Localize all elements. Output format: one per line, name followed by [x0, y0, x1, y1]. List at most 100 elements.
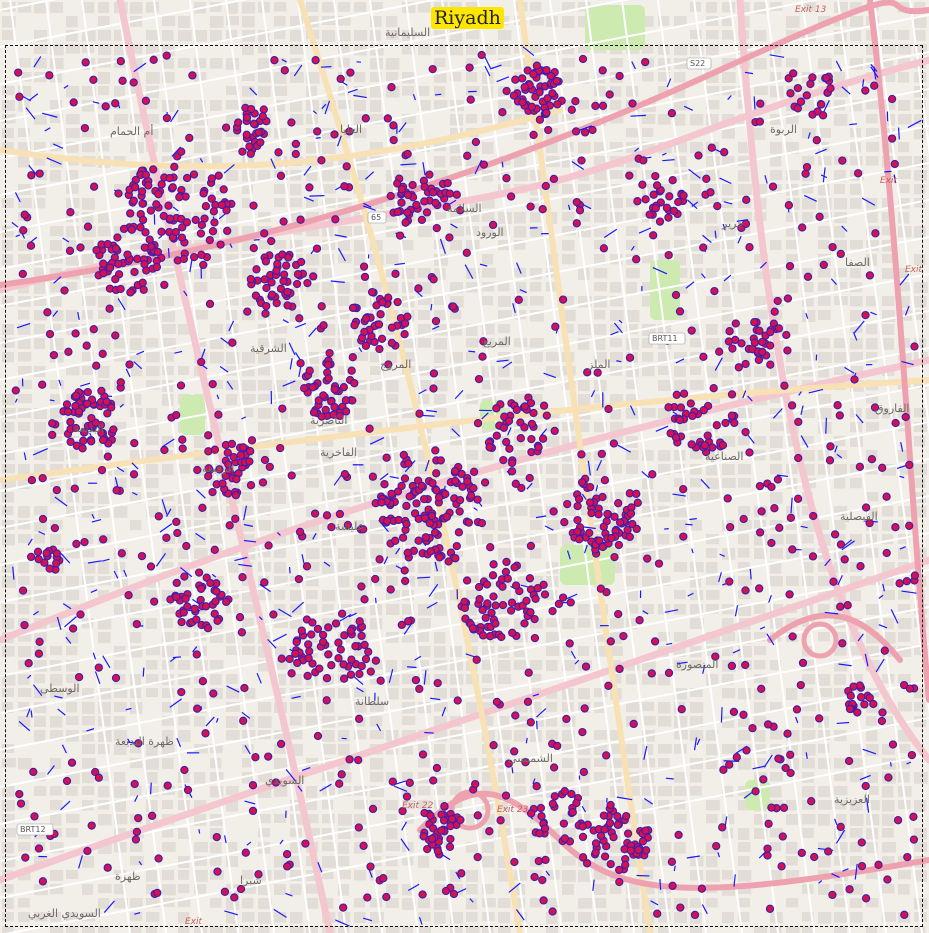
point-marker	[508, 628, 517, 637]
point-marker	[474, 374, 484, 384]
city-block	[386, 660, 398, 672]
point-marker	[882, 492, 891, 501]
point-marker	[144, 181, 153, 190]
point-marker	[83, 846, 92, 856]
city-block	[226, 702, 240, 712]
point-marker	[402, 501, 411, 511]
city-block	[66, 114, 80, 125]
city-block	[834, 506, 848, 516]
city-block	[402, 170, 415, 182]
point-marker	[172, 410, 181, 420]
segment-mark	[753, 96, 756, 110]
city-block	[194, 506, 207, 518]
city-block	[850, 198, 862, 209]
city-block	[578, 226, 592, 238]
city-block	[466, 86, 480, 96]
point-marker	[632, 489, 641, 498]
city-block	[402, 44, 415, 55]
city-block	[82, 198, 95, 210]
city-block	[786, 254, 799, 264]
segment-mark	[859, 774, 871, 781]
point-marker	[114, 259, 123, 269]
segment-mark	[737, 235, 742, 244]
city-block	[658, 758, 670, 768]
city-block	[594, 688, 608, 698]
city-block	[34, 324, 46, 335]
city-block	[706, 156, 720, 167]
city-block	[722, 212, 735, 223]
point-marker	[625, 353, 635, 362]
point-marker	[498, 108, 507, 117]
point-marker	[212, 832, 221, 842]
point-marker	[119, 224, 129, 234]
point-marker	[857, 838, 866, 847]
segment-mark	[842, 868, 849, 872]
city-block	[562, 492, 574, 503]
city-block	[850, 268, 862, 279]
city-block	[562, 44, 575, 55]
city-block	[562, 310, 576, 322]
city-block	[386, 184, 398, 194]
minor-road	[585, 0, 707, 933]
point-marker	[632, 255, 641, 264]
city-block	[210, 856, 222, 866]
city-block	[146, 926, 158, 933]
city-block	[18, 646, 32, 658]
city-block	[818, 604, 830, 614]
city-block	[866, 604, 879, 616]
city-block	[738, 226, 751, 237]
city-block	[658, 744, 672, 754]
point-marker	[516, 434, 525, 443]
city-block	[418, 800, 431, 810]
minor-road	[81, 0, 203, 933]
city-block	[2, 856, 16, 868]
point-marker	[469, 484, 478, 493]
city-block	[770, 436, 783, 448]
point-marker	[865, 693, 874, 702]
city-block	[802, 758, 815, 769]
city-block	[66, 660, 80, 672]
city-block	[50, 44, 64, 56]
city-block	[130, 2, 143, 14]
city-block	[546, 646, 560, 657]
city-block	[594, 296, 607, 308]
city-block	[18, 338, 31, 349]
city-block	[562, 534, 574, 546]
city-block	[610, 548, 623, 558]
city-block	[274, 492, 287, 504]
segment-mark	[800, 525, 808, 529]
city-block	[354, 170, 368, 182]
city-block	[514, 464, 527, 476]
point-marker	[172, 578, 181, 588]
city-block	[178, 926, 190, 933]
point-marker	[405, 492, 414, 501]
city-block	[34, 44, 48, 54]
point-marker	[473, 495, 482, 504]
city-block	[850, 800, 863, 811]
point-marker	[534, 856, 543, 866]
point-marker	[129, 196, 138, 205]
city-block	[770, 450, 782, 461]
city-block	[642, 338, 654, 348]
city-block	[418, 898, 431, 909]
city-block	[210, 492, 222, 502]
city-block	[322, 590, 336, 602]
segment-mark	[211, 573, 217, 578]
city-block	[226, 240, 239, 252]
city-block	[706, 730, 718, 741]
city-block	[2, 926, 14, 933]
segment-mark	[723, 274, 732, 282]
city-block	[610, 310, 624, 322]
city-block	[546, 730, 559, 740]
point-marker	[35, 637, 44, 646]
segment-mark	[567, 204, 571, 211]
city-block	[594, 730, 607, 740]
city-block	[226, 142, 238, 152]
point-marker	[160, 445, 169, 455]
city-block	[386, 198, 400, 208]
segment-mark	[899, 546, 906, 550]
city-block	[66, 702, 78, 713]
city-block	[498, 310, 512, 320]
city-block	[226, 100, 240, 110]
